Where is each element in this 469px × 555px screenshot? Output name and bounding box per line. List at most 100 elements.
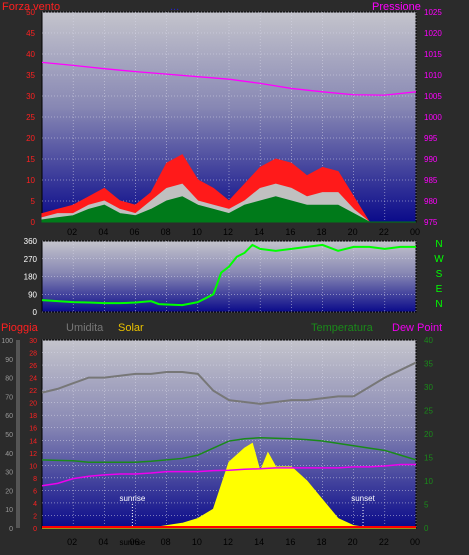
wind-label: Forza vento: [2, 1, 60, 13]
rain-tick: 6: [33, 488, 37, 495]
x-tick: 02: [67, 537, 77, 547]
wind-tick: 0: [31, 218, 36, 227]
rain-tick: 16: [29, 426, 37, 433]
x-tick: 20: [348, 227, 358, 237]
panel3-marks: sunrise sunset sunrise: [41, 361, 417, 547]
pressure-tick: 985: [424, 176, 438, 185]
x-tick: 20: [348, 537, 358, 547]
humidity-tick: 0: [9, 526, 13, 533]
rain-tick: 12: [29, 451, 37, 458]
pressure-tick: 1005: [424, 92, 442, 101]
rain-label: Pioggia: [1, 322, 39, 334]
rain-tick: 10: [29, 463, 37, 470]
rain-tick: 2: [33, 513, 37, 520]
x-tick: 14: [254, 537, 264, 547]
humidity-tick: 10: [5, 507, 13, 514]
series-pressione: [41, 61, 417, 96]
humidity-tick: 100: [1, 338, 13, 345]
rain-tick: 18: [29, 413, 37, 420]
rain-tick: 30: [29, 338, 37, 345]
temp-tick: 15: [424, 454, 433, 463]
compass-letter: N: [435, 299, 442, 310]
x-tick: 12: [223, 537, 233, 547]
series-solar: [42, 442, 416, 529]
pressure-tick: 1010: [424, 71, 442, 80]
series-umidita: [41, 361, 417, 405]
rain-tick: 0: [33, 526, 37, 533]
x-tick: 16: [285, 537, 295, 547]
compass-letter: N: [435, 239, 442, 250]
series-direction: [41, 243, 416, 307]
sunrise-axis-label: sunrise: [119, 538, 145, 547]
panel1-title: ...: [170, 1, 179, 13]
pressure-tick: 1025: [424, 8, 442, 17]
rain-tick: 8: [33, 476, 37, 483]
x-tick: 22: [379, 537, 389, 547]
wind-tick: 40: [26, 50, 35, 59]
compass-letter: E: [436, 284, 443, 295]
dewpoint-label: Dew Point: [392, 322, 442, 334]
temp-tick: 25: [424, 407, 433, 416]
panel1-marks: [41, 61, 417, 223]
humidity-tick: 30: [5, 470, 13, 477]
x-tick: 16: [285, 227, 295, 237]
humidity-tick: 90: [5, 357, 13, 364]
x-tick: 08: [161, 227, 171, 237]
temp-tick: 5: [424, 501, 429, 510]
x-tick: 08: [161, 537, 171, 547]
x-tick: 22: [379, 227, 389, 237]
x-tick: 12: [223, 227, 233, 237]
temp-tick: 10: [424, 477, 433, 486]
rain-tick: 14: [29, 438, 37, 445]
direction-tick: 360: [24, 237, 38, 246]
temp-tick: 40: [424, 336, 433, 345]
temperature-label: Temperatura: [311, 322, 374, 334]
temp-tick: 35: [424, 360, 433, 369]
x-tick: 06: [129, 227, 139, 237]
pressure-tick: 975: [424, 218, 438, 227]
humidity-tick: 50: [5, 432, 13, 439]
panel3-grid: 0102030405060708090100024681012141618202…: [1, 336, 433, 547]
series-dew-point: [41, 463, 416, 487]
pressure-tick: 1020: [424, 29, 442, 38]
temp-tick: 0: [424, 524, 429, 533]
pressure-tick: 1000: [424, 113, 442, 122]
pressure-tick: 1015: [424, 50, 442, 59]
humidity-tick: 60: [5, 413, 13, 420]
temp-tick: 20: [424, 430, 433, 439]
wind-tick: 5: [31, 197, 36, 206]
humidity-label: Umidita: [66, 322, 104, 334]
humidity-tick: 70: [5, 394, 13, 401]
x-tick: 04: [98, 537, 108, 547]
sun-label: sunrise: [119, 494, 145, 503]
rain-tick: 28: [29, 351, 37, 358]
x-tick: 18: [316, 537, 326, 547]
direction-tick: 180: [24, 273, 38, 282]
temp-tick: 30: [424, 383, 433, 392]
x-tick: 06: [129, 537, 139, 547]
pressure-tick: 995: [424, 134, 438, 143]
rain-tick: 24: [29, 376, 37, 383]
wind-tick: 45: [26, 29, 35, 38]
rain-tick: 20: [29, 401, 37, 408]
x-tick: 00: [410, 537, 420, 547]
x-tick: 10: [192, 537, 202, 547]
pressure-label: Pressione: [372, 1, 421, 13]
x-tick: 04: [98, 227, 108, 237]
wind-tick: 15: [26, 155, 35, 164]
wind-tick: 50: [26, 8, 35, 17]
direction-tick: 90: [28, 290, 37, 299]
direction-tick: 270: [24, 255, 38, 264]
pressure-tick: 990: [424, 155, 438, 164]
x-tick: 18: [316, 227, 326, 237]
x-tick: 02: [67, 227, 77, 237]
series-average: [41, 196, 416, 223]
wind-tick: 25: [26, 113, 35, 122]
panel2-marks: [41, 243, 416, 307]
pressure-tick: 980: [424, 197, 438, 206]
rain-tick: 4: [33, 501, 37, 508]
humidity-tick: 20: [5, 488, 13, 495]
x-tick: 00: [410, 227, 420, 237]
